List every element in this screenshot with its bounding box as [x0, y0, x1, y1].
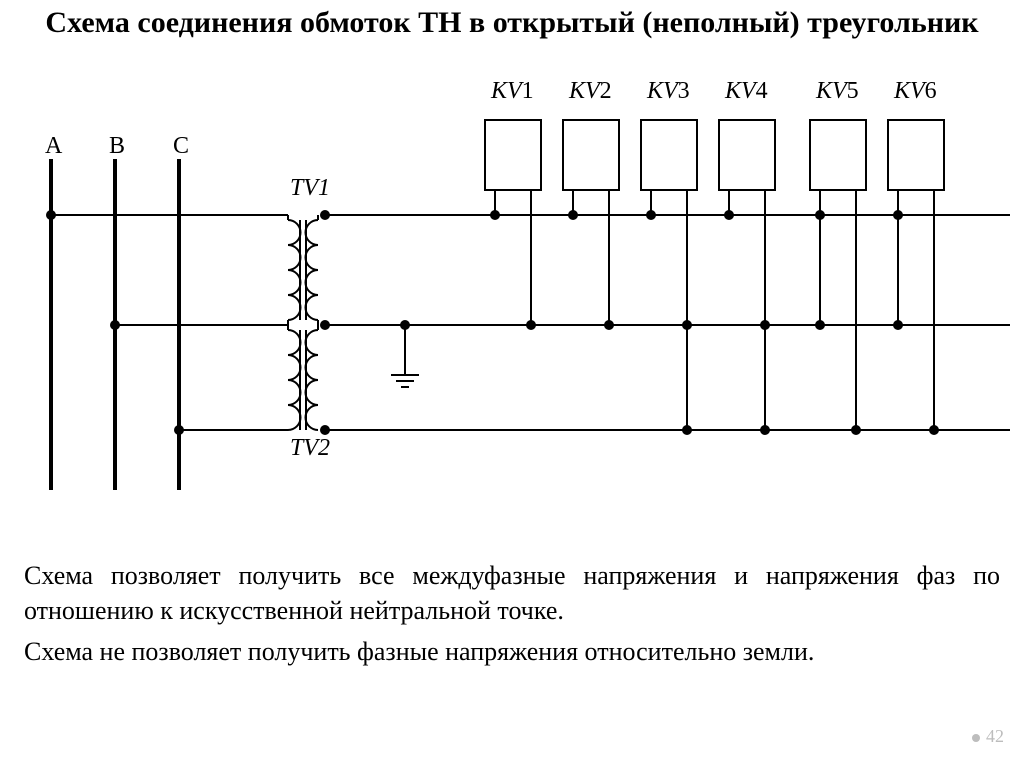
svg-text:A: A	[45, 133, 63, 159]
circuit-diagram: A B C TV1 TV2 KV1 KV2 KV3 KV4 KV5 KV6	[0, 75, 1024, 505]
svg-text:TV2: TV2	[290, 435, 330, 461]
svg-text:KV2: KV2	[568, 78, 612, 104]
page-title: Схема соединения обмоток ТН в открытый (…	[0, 0, 1024, 42]
svg-text:KV5: KV5	[815, 78, 859, 104]
svg-text:B: B	[109, 133, 125, 159]
svg-text:C: C	[173, 133, 189, 159]
description-p2: Схема не позволяет получить фазные напря…	[24, 634, 1000, 669]
svg-text:KV3: KV3	[646, 78, 690, 104]
svg-text:KV1: KV1	[490, 78, 534, 104]
svg-text:TV1: TV1	[290, 175, 330, 201]
page-number: 42	[972, 726, 1004, 747]
svg-text:KV4: KV4	[724, 78, 768, 104]
svg-text:KV6: KV6	[893, 78, 937, 104]
page-dot-icon	[972, 734, 980, 742]
description-p1: Схема позволяет получить все междуфазные…	[24, 558, 1000, 628]
description-block: Схема позволяет получить все междуфазные…	[24, 558, 1000, 675]
